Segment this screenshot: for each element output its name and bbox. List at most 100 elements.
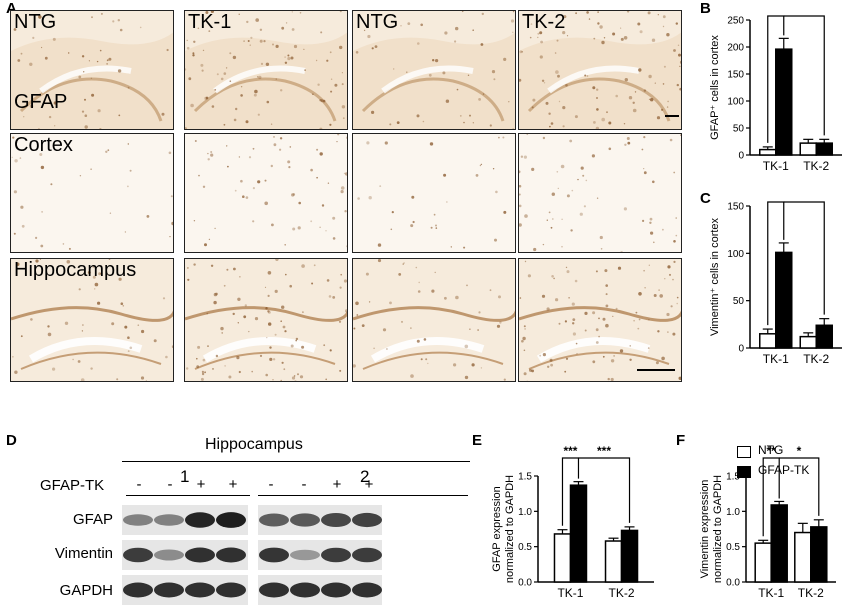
y-axis-label: GFAP⁺ cells in cortex xyxy=(709,35,721,140)
blot-band xyxy=(290,513,320,526)
blot-group-2-rule xyxy=(258,495,468,496)
x-tick-label: TK-1 xyxy=(758,586,784,600)
blot-sign: + xyxy=(362,476,376,493)
micrograph-label: TK-2 xyxy=(522,11,565,34)
micrograph-r2-c3 xyxy=(352,133,516,253)
blot-sign: - xyxy=(132,476,146,493)
sig-label: *** xyxy=(769,196,783,202)
blot-band xyxy=(352,583,382,598)
bar-gfaptk-tk-1 xyxy=(776,49,792,155)
x-tick-label: TK-2 xyxy=(803,159,829,173)
blot-sign: + xyxy=(226,476,240,493)
bar-gfaptk-tk-1 xyxy=(771,505,787,582)
blot-strip xyxy=(122,540,248,570)
blot-row-label: GAPDH xyxy=(10,582,113,599)
bar-gfaptk-tk-2 xyxy=(816,143,832,155)
micrograph-r3-c2 xyxy=(184,258,348,382)
blot-band xyxy=(259,548,289,563)
blot-band xyxy=(216,548,246,563)
y-tick-label: 0.0 xyxy=(518,578,532,589)
sig-label: ** xyxy=(767,444,777,458)
micrograph-label: Hippocampus xyxy=(14,259,136,282)
blot-sign: - xyxy=(264,476,278,493)
panel-letter-f: F xyxy=(676,432,685,449)
micrograph-r1-c4: TK-2 xyxy=(518,10,682,130)
y-tick-label: 250 xyxy=(727,16,744,27)
sig-label: *** xyxy=(797,10,811,16)
blot-band xyxy=(185,512,215,528)
blot-band xyxy=(259,514,289,527)
blot-band xyxy=(123,514,153,526)
blot-strip xyxy=(122,575,248,605)
panel-letter-d: D xyxy=(6,432,17,449)
micrograph-r2-c1: Cortex xyxy=(10,133,174,253)
bar-ntg-tk-2 xyxy=(606,541,622,582)
micrograph-label: NTG xyxy=(14,11,56,34)
x-tick-label: TK-1 xyxy=(763,159,789,173)
blot-strip xyxy=(258,575,382,605)
blot-band xyxy=(185,583,215,598)
y-tick-label: 50 xyxy=(733,296,745,307)
micrograph-r1-c1: NTG GFAP xyxy=(10,10,174,130)
x-tick-label: TK-2 xyxy=(798,586,824,600)
blot-band xyxy=(154,550,184,561)
micrograph-r3-c4 xyxy=(518,258,682,382)
bar-ntg-tk-2 xyxy=(800,337,816,348)
x-tick-label: TK-1 xyxy=(763,352,789,366)
bar-ntg-tk-1 xyxy=(755,543,771,582)
blot-band xyxy=(154,583,184,598)
y-tick-label: 0 xyxy=(738,151,744,162)
micrograph-label: TK-1 xyxy=(188,11,231,34)
y-tick-label: 0 xyxy=(738,344,744,355)
gfaptk-row-label: GFAP-TK xyxy=(40,477,104,494)
x-tick-label: TK-2 xyxy=(609,586,635,600)
blot-title: Hippocampus xyxy=(205,436,303,454)
bar-ntg-tk-2 xyxy=(795,533,811,582)
sig-label: *** xyxy=(769,10,783,16)
bar-gfaptk-tk-1 xyxy=(570,485,586,582)
blot-band xyxy=(290,550,320,561)
blot-title-rule xyxy=(122,461,470,462)
sig-label: *** xyxy=(563,444,577,458)
y-tick-label: 150 xyxy=(727,202,744,213)
y-tick-label: 1.5 xyxy=(726,472,740,483)
blot-group-1: 1 xyxy=(180,467,189,487)
bar-ntg-tk-1 xyxy=(760,150,776,155)
micrograph-r2-c4 xyxy=(518,133,682,253)
y-tick-label: 200 xyxy=(727,43,744,54)
blot-sign: + xyxy=(330,476,344,493)
blot-band xyxy=(321,548,351,563)
bar-gfaptk-tk-2 xyxy=(811,527,827,582)
blot-row-label: Vimentin xyxy=(10,545,113,562)
micrograph-r1-c3: NTG xyxy=(352,10,516,130)
blot-band xyxy=(154,514,184,526)
micrograph-label: NTG xyxy=(356,11,398,34)
sig-label: *** xyxy=(797,196,811,202)
blot-band xyxy=(185,548,215,563)
bar-gfaptk-tk-2 xyxy=(622,530,638,582)
blot-band xyxy=(352,548,382,563)
y-tick-label: 0.0 xyxy=(726,578,740,589)
y-axis-label: Vimentin⁺ cells in cortex xyxy=(709,217,721,336)
y-tick-label: 150 xyxy=(727,70,744,81)
x-tick-label: TK-2 xyxy=(803,352,829,366)
y-tick-label: 0.5 xyxy=(518,542,532,553)
blot-band xyxy=(216,512,246,528)
blot-sign: - xyxy=(297,476,311,493)
micrograph-stain-label: GFAP xyxy=(14,91,67,114)
y-axis-label: GFAP expressionnormalized to GAPDH xyxy=(491,475,516,583)
micrograph-r2-c2 xyxy=(184,133,348,253)
blot-band xyxy=(259,583,289,598)
y-tick-label: 0.5 xyxy=(726,542,740,553)
bar-ntg-tk-2 xyxy=(800,143,816,155)
blot-row-label: GFAP xyxy=(10,511,113,528)
y-axis-label: Vimentin expressionnormalized to GAPDH xyxy=(699,475,724,583)
y-tick-label: 1.5 xyxy=(518,472,532,483)
